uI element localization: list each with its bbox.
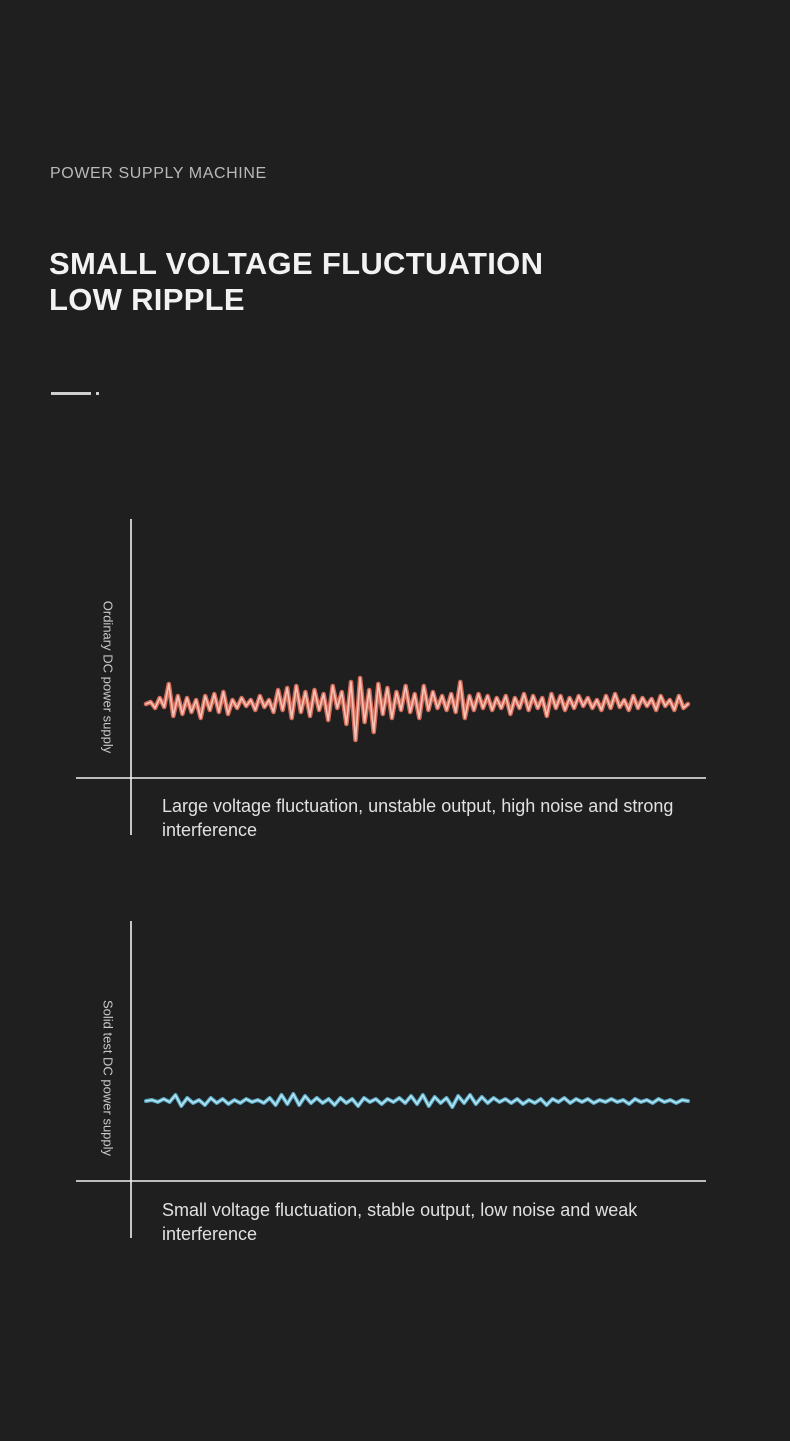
y-axis-label: Ordinary DC power supply: [100, 600, 116, 754]
accent-dot-divider: [96, 392, 99, 395]
headline-line-1: SMALL VOLTAGE FLUCTUATION: [49, 246, 544, 281]
chart-panel-solid-test: Solid test DC power supply Small voltage…: [0, 921, 790, 1244]
chart-caption: Small voltage fluctuation, stable output…: [162, 1200, 638, 1244]
section-eyebrow: POWER SUPPLY MACHINE: [50, 165, 267, 182]
series-line: [145, 677, 689, 741]
chart-caption: Large voltage fluctuation, unstable outp…: [162, 796, 674, 840]
y-axis-label: Solid test DC power supply: [100, 999, 116, 1157]
headline-line-2: LOW RIPPLE: [49, 282, 245, 317]
accent-dash-divider: [51, 392, 91, 395]
chart-solid-test-dc: [76, 921, 706, 1238]
chart-panel-ordinary: Ordinary DC power supply Large voltage f…: [0, 519, 790, 840]
chart-ordinary-dc: [76, 519, 706, 835]
page-headline: SMALL VOLTAGE FLUCTUATION LOW RIPPLE: [49, 246, 543, 318]
series-line: [145, 1093, 689, 1108]
